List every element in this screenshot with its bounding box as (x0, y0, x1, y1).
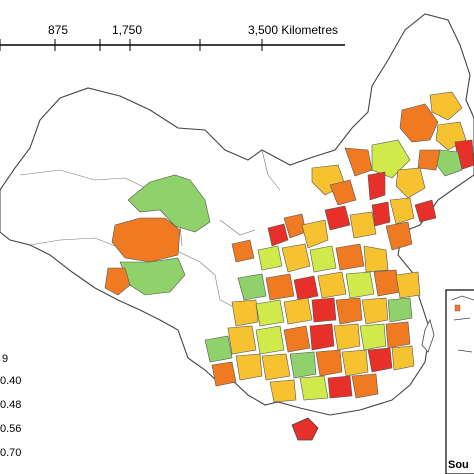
inset-frame (445, 289, 474, 474)
region-ne-lime (371, 139, 411, 179)
region-n-yellow-4 (363, 245, 389, 273)
scale-bar: 875 1,750 3,500 Kilometres (0, 23, 345, 51)
region-sw-orange (211, 361, 237, 387)
region-s-red-2 (367, 347, 393, 373)
region-sw-lime (255, 325, 285, 355)
region-ne-red-3 (414, 199, 437, 223)
region-n-red-3 (371, 201, 391, 227)
region-s-yellow-3 (341, 349, 369, 377)
region-c-yellow (317, 271, 347, 299)
legend-label-4: 0.70 (0, 447, 21, 459)
legend: 9 0.40 0.48 0.56 0.70 (0, 353, 21, 459)
region-green-west-2 (119, 257, 186, 296)
region-sc-yellow (231, 299, 259, 327)
region-s-orange-3 (315, 349, 343, 377)
region-s-lime (359, 323, 387, 351)
legend-label-0: 9 (2, 353, 8, 365)
hainan-island (291, 417, 319, 441)
region-ne-orange-4 (329, 179, 357, 206)
region-n-red-2 (324, 205, 351, 231)
region-sc-orange (335, 297, 363, 325)
region-ne-orange (399, 103, 439, 143)
taiwan-island (421, 318, 435, 353)
region-ne-yellow (429, 91, 463, 121)
region-c-lime (345, 271, 375, 299)
region-s-yellow (333, 323, 361, 351)
region-c-orange (265, 273, 295, 301)
region-s-green (289, 351, 317, 379)
legend-label-2: 0.48 (0, 399, 21, 411)
region-c-yellow-2 (395, 271, 421, 299)
region-orange-west-2 (104, 267, 131, 296)
scale-label-1750: 1,750 (112, 23, 142, 37)
south-china-sea-inset: Sou (445, 289, 474, 474)
region-sc-green (387, 297, 413, 323)
region-sw-yellow-2 (235, 353, 263, 381)
legend-label-3: 0.56 (0, 423, 21, 435)
region-s-yellow-2 (261, 353, 291, 381)
region-s-orange-4 (351, 373, 379, 399)
region-n-lime-2 (309, 245, 337, 273)
region-n-lime (257, 245, 283, 271)
region-ne-orange-3 (344, 147, 373, 177)
region-sc-yellow-2 (283, 297, 313, 325)
region-orange-west (111, 217, 181, 263)
region-sc-lime (255, 299, 285, 327)
region-ne-yellow-3 (395, 167, 426, 199)
region-sw-yellow (227, 325, 257, 355)
region-s-orange-2 (385, 321, 411, 349)
region-green-west (127, 174, 211, 233)
scale-label-875: 875 (48, 23, 68, 37)
inset-label: Sou (448, 459, 469, 471)
region-n-yellow-2 (349, 211, 377, 239)
region-n-orange-2 (385, 221, 413, 251)
region-ne-yellow-5 (389, 197, 415, 225)
region-ne-orange-2 (417, 149, 441, 171)
region-n-orange-3 (231, 239, 255, 263)
region-sc-yellow-3 (361, 297, 389, 325)
scale-label-3500: 3,500 Kilometres (248, 23, 338, 37)
region-sc-red (311, 297, 337, 323)
region-s-lime-2 (299, 375, 329, 401)
region-ne-red-2 (367, 171, 386, 201)
regions (104, 91, 474, 403)
region-sw-green (204, 335, 233, 363)
region-c-orange-2 (373, 269, 401, 297)
region-s-orange (283, 325, 311, 353)
region-s-yellow-5 (269, 379, 297, 403)
legend-label-1: 0.40 (0, 375, 21, 387)
region-s-red (309, 323, 335, 351)
inset-coastline (451, 295, 474, 353)
region-c-red (293, 275, 319, 301)
region-n-yellow-3 (281, 243, 311, 273)
region-s-yellow-4 (391, 345, 415, 371)
region-n-orange-4 (335, 243, 365, 271)
region-c-green (237, 273, 267, 301)
region-n-yellow (301, 219, 329, 249)
region-n-red (267, 223, 289, 247)
region-s-red-3 (327, 375, 353, 399)
